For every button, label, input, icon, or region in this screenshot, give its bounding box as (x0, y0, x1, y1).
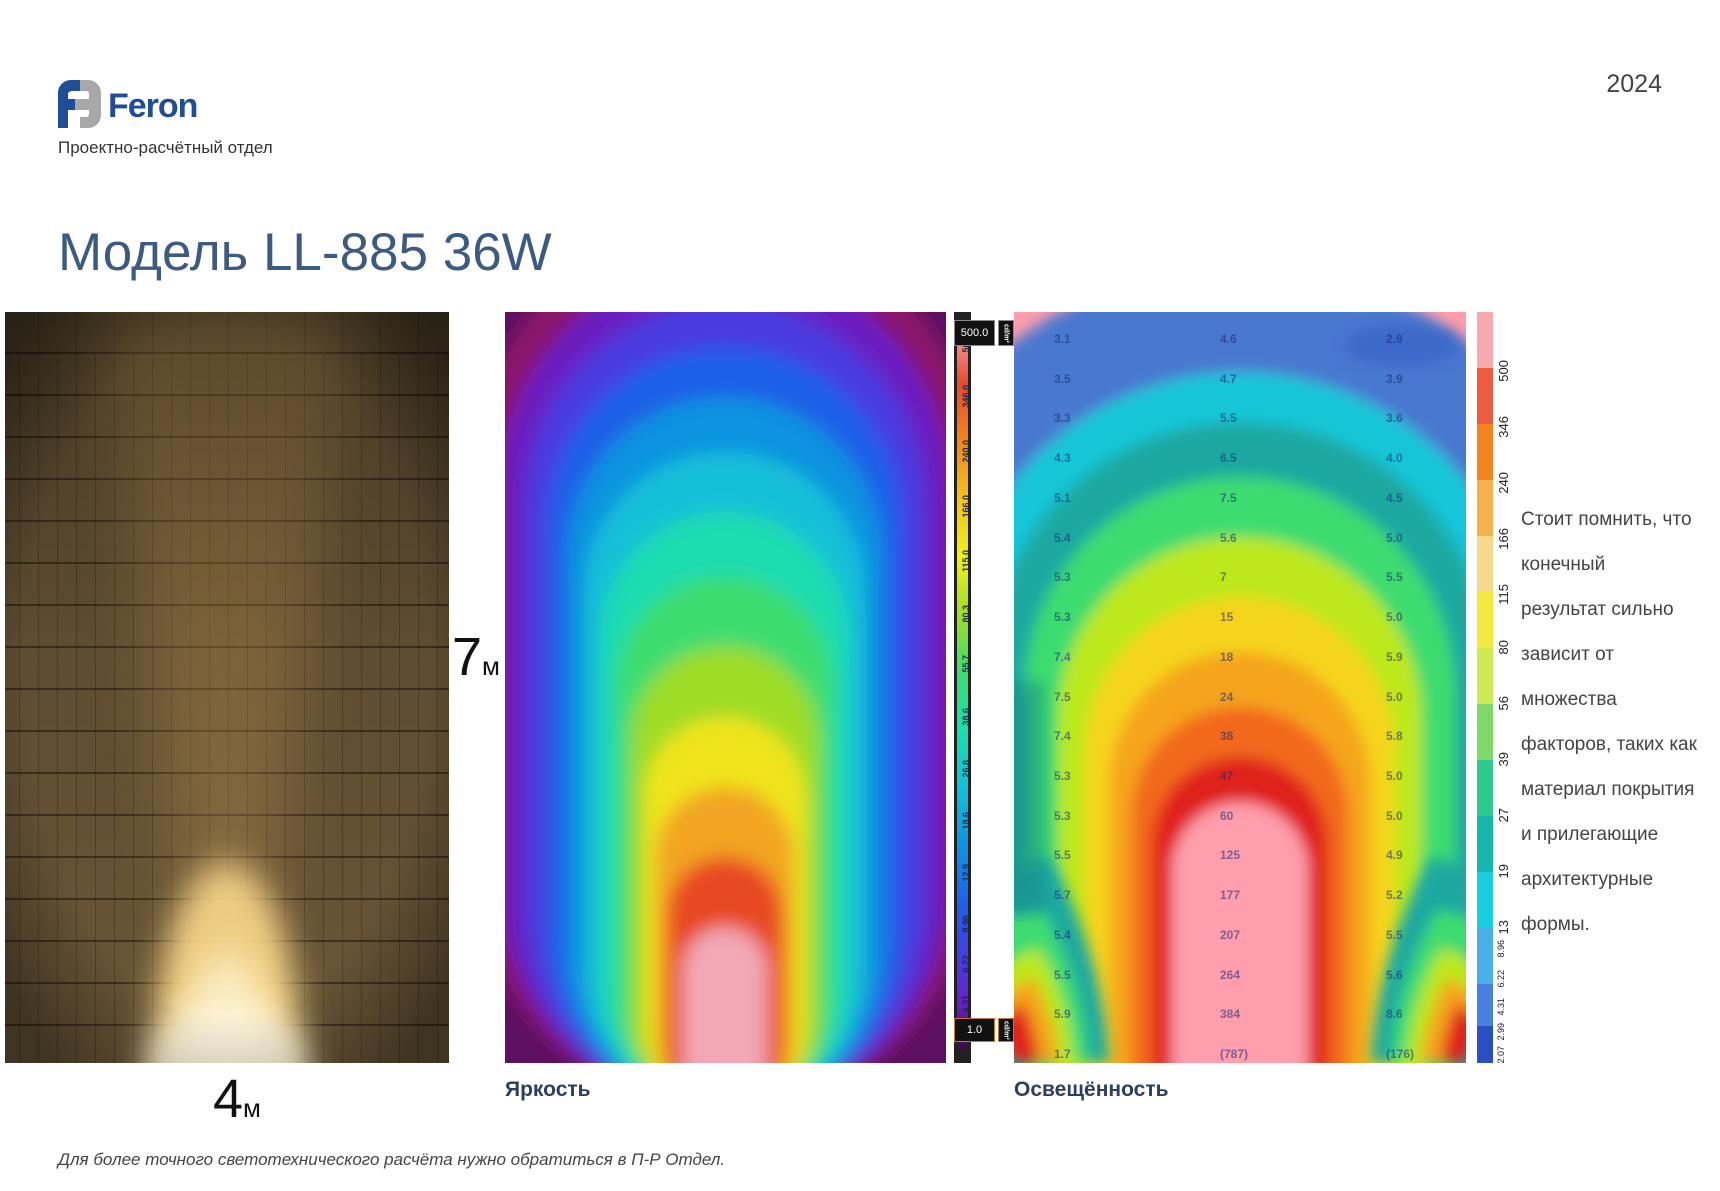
svg-text:Feron: Feron (108, 87, 197, 125)
